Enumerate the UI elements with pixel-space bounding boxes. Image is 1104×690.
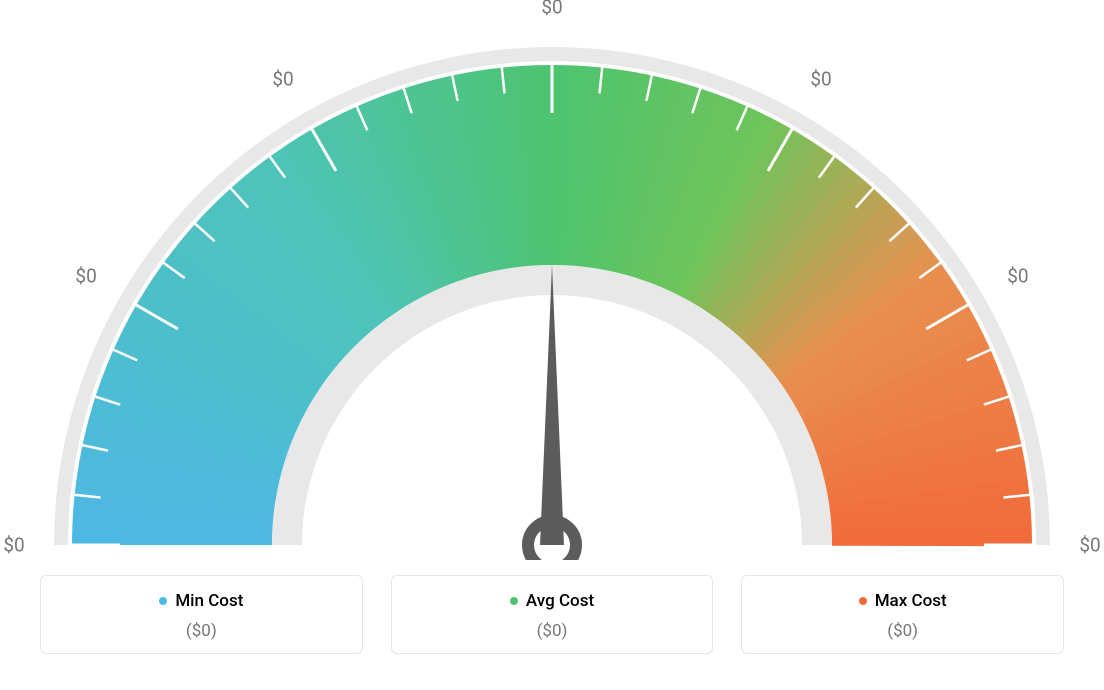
legend-value-min: ($0) [51,621,352,641]
gauge-tick-label: $0 [75,265,96,288]
gauge-tick-label: $0 [541,0,562,19]
legend-label-avg: Avg Cost [526,591,594,611]
gauge-svg [0,0,1104,560]
legend-row: Min Cost ($0) Avg Cost ($0) Max Cost ($0… [40,575,1064,654]
legend-dot-avg [510,597,518,605]
legend-dot-min [159,597,167,605]
gauge-tick-label: $0 [3,534,24,557]
gauge-tick-label: $0 [1007,265,1028,288]
gauge-tick-label: $0 [272,68,293,91]
legend-label-min: Min Cost [175,591,243,611]
gauge-chart-container: $0 $0 $0 $0 $0 $0 $0 Min Cost ($0) Avg Cost ($… [0,0,1104,690]
legend-dot-max [859,597,867,605]
gauge-area: $0 $0 $0 $0 $0 $0 $0 [0,0,1104,560]
legend-title-max: Max Cost [859,591,947,611]
legend-box-min: Min Cost ($0) [40,575,363,654]
legend-label-max: Max Cost [875,591,947,611]
legend-value-avg: ($0) [402,621,703,641]
legend-box-avg: Avg Cost ($0) [391,575,714,654]
gauge-tick-label: $0 [1079,534,1100,557]
legend-value-max: ($0) [752,621,1053,641]
gauge-tick-label: $0 [810,68,831,91]
legend-title-avg: Avg Cost [510,591,594,611]
legend-title-min: Min Cost [159,591,243,611]
legend-box-max: Max Cost ($0) [741,575,1064,654]
